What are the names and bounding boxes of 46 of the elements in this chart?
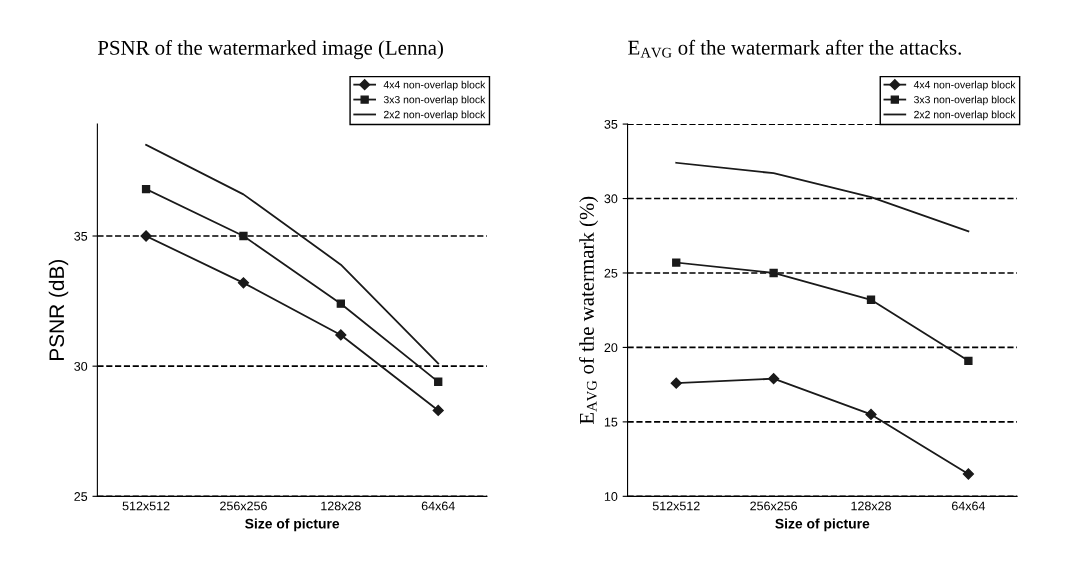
legend-label: 2x2 non-overlap block: [383, 110, 486, 121]
point: [335, 329, 347, 341]
point: [141, 184, 151, 194]
y-tick-label: 30: [604, 194, 618, 204]
point: [336, 299, 345, 308]
point: [962, 468, 974, 480]
point: [237, 277, 250, 289]
legend-label: 3x3 non-overlap block: [383, 95, 486, 106]
y-tick-label: 20: [604, 343, 618, 353]
x-tick-label: 512x512: [122, 501, 170, 511]
y-tick-label: 35: [74, 231, 88, 241]
x-tick-label: 128x28: [321, 501, 361, 511]
point: [239, 231, 248, 241]
x-axis-title: Size of picture: [775, 518, 870, 532]
legend-label: 4x4 non-overlap block: [383, 80, 486, 91]
y-tick-label: 10: [604, 492, 618, 501]
point: [865, 408, 877, 421]
y-tick-label: 15: [604, 417, 618, 427]
point: [769, 268, 778, 278]
chart-title: E$_{AVG}$ of the watermark after the attacks.: [628, 39, 961, 58]
point: [866, 295, 876, 304]
legend-label: 3x3 non-overlap block: [913, 95, 1016, 106]
y-tick-label: 30: [74, 361, 88, 371]
line-series: [145, 143, 440, 365]
chart-title: PSNR of the watermarked image (Lenna): [97, 39, 443, 60]
x-tick-label: 256x256: [220, 501, 267, 511]
y-tick-label: 25: [604, 268, 618, 278]
legend-label: 4x4 non-overlap block: [913, 80, 1016, 91]
point: [964, 356, 973, 365]
x-tick-label: 128x28: [851, 501, 891, 511]
x-tick-label: 512x512: [652, 501, 700, 511]
legend-label: 2x2 non-overlap block: [914, 110, 1016, 121]
x-tick-label: 64x64: [952, 501, 986, 511]
y-tick-label: 25: [74, 492, 88, 501]
point: [434, 377, 443, 386]
x-axis-title: Size of picture: [245, 518, 340, 532]
x-tick-label: 64x64: [421, 501, 455, 511]
y-axis-title: PSNR (dB): [48, 259, 69, 360]
y-axis-title: E$_{AVG}$ of the watermark (%): [579, 196, 599, 425]
line-series: [675, 161, 970, 233]
point: [768, 373, 780, 385]
point: [672, 258, 681, 267]
point: [670, 377, 682, 389]
x-tick-label: 256x256: [750, 501, 798, 511]
point: [432, 404, 444, 417]
y-tick-label: 35: [604, 119, 618, 129]
